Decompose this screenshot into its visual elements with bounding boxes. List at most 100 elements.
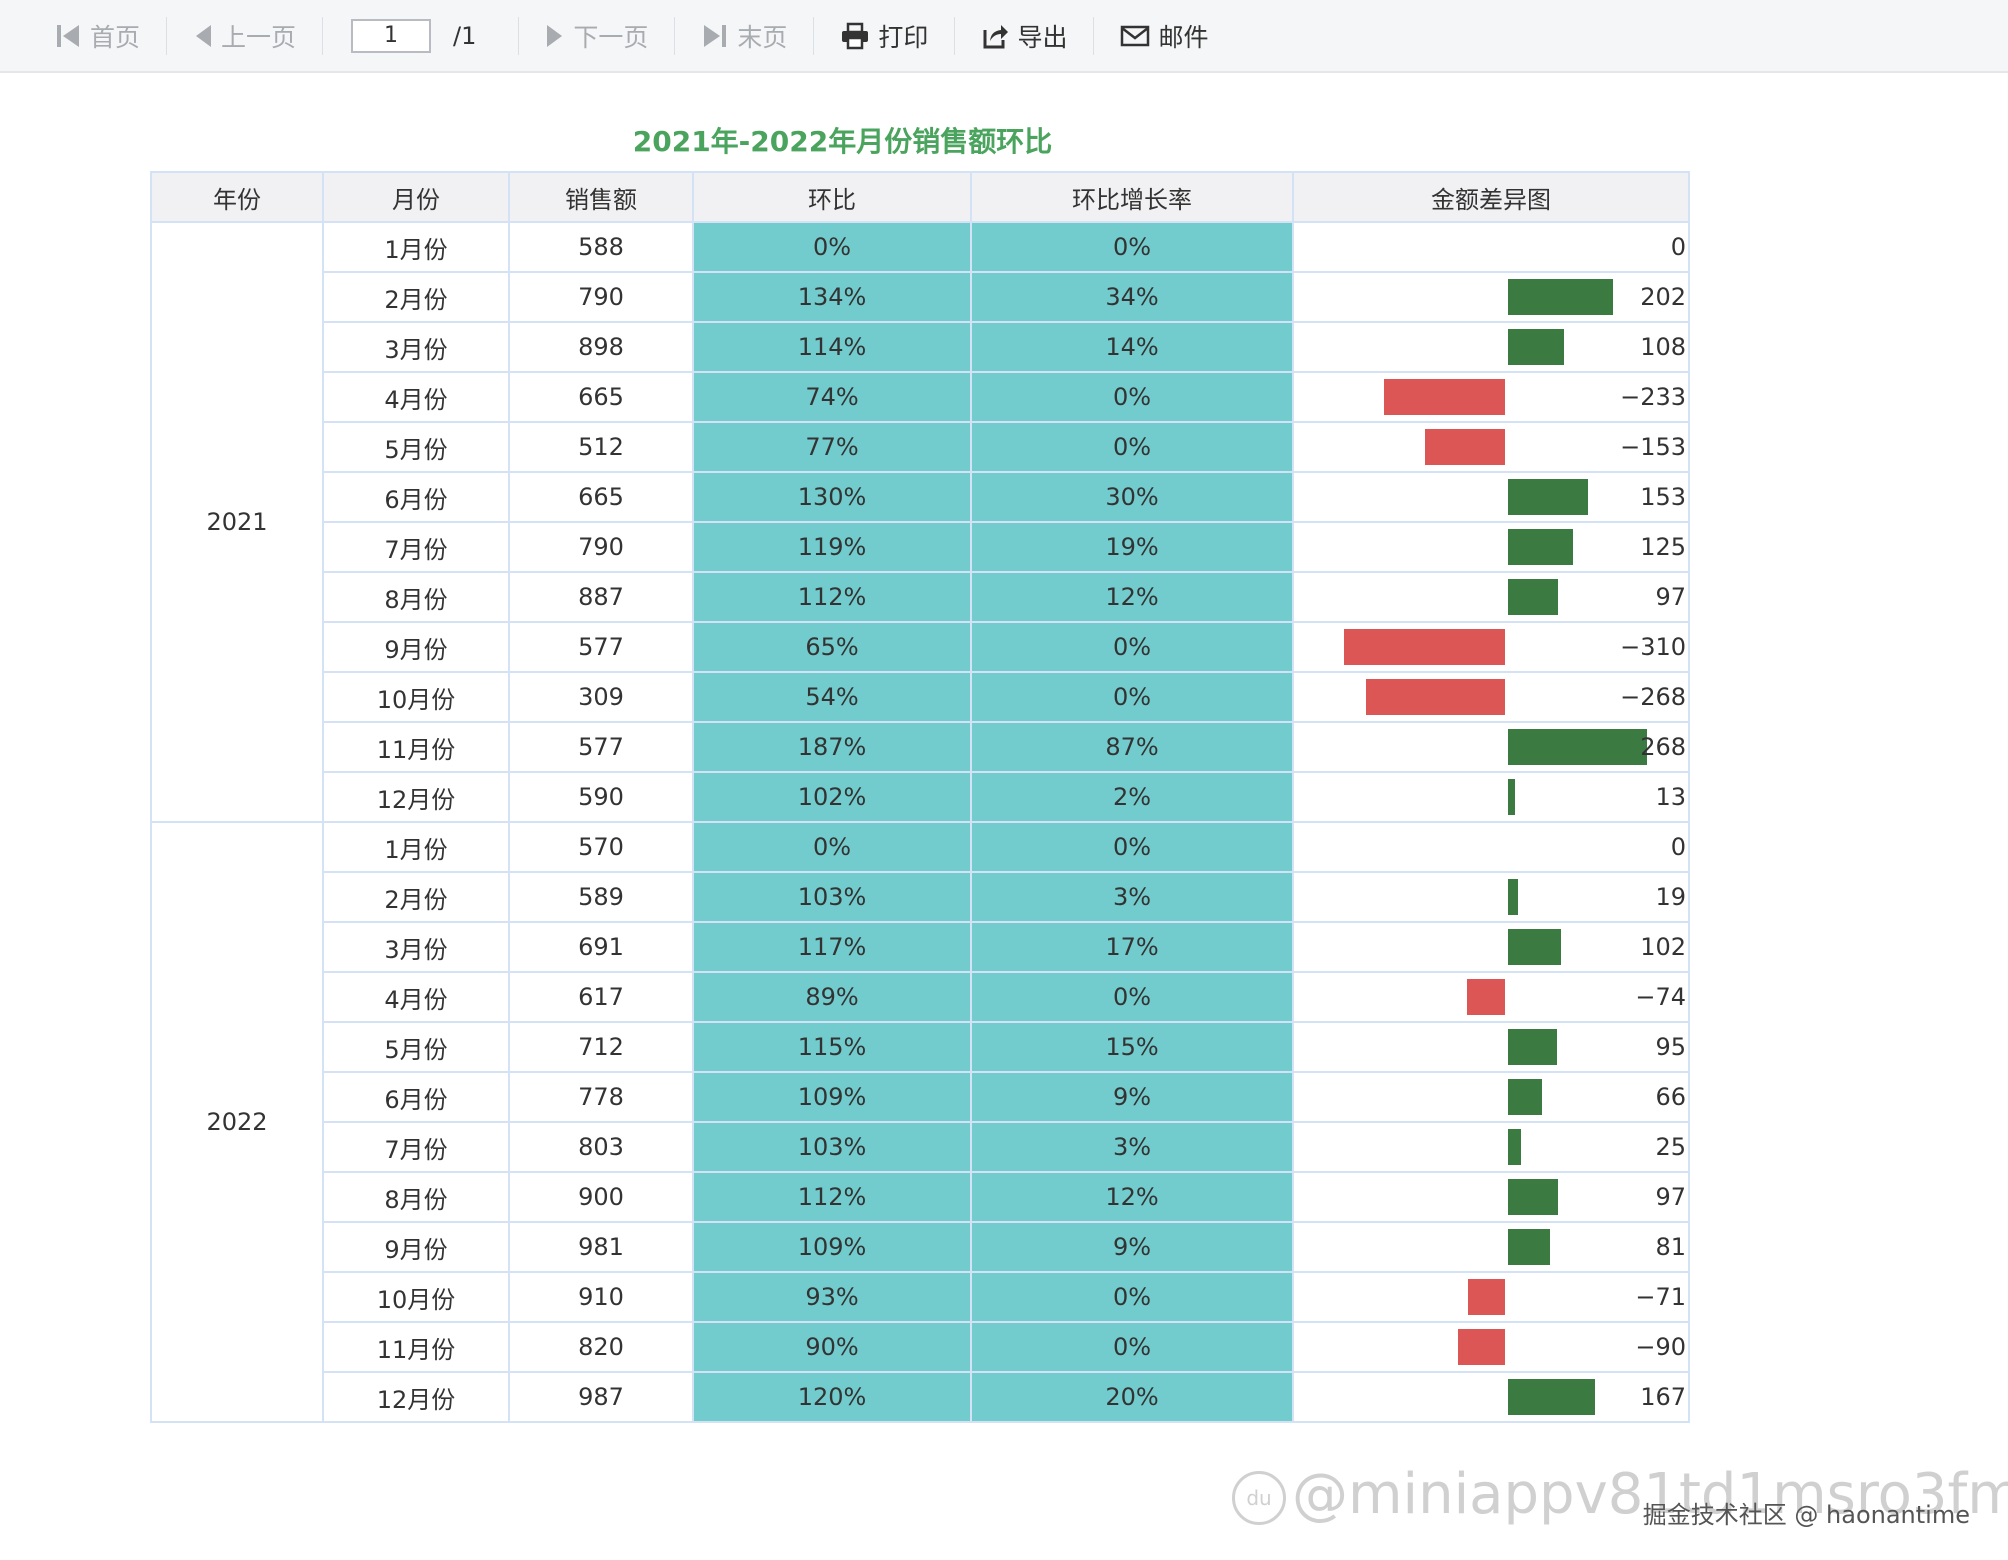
- diff-bar-negative: [1425, 429, 1505, 465]
- diff-chart-cell: −310: [1292, 621, 1690, 673]
- month-cell: 11月份: [322, 721, 510, 773]
- ratio-cell: 102%: [692, 771, 972, 823]
- growth-cell: 15%: [970, 1021, 1294, 1073]
- growth-cell: 87%: [970, 721, 1294, 773]
- diff-value: 202: [1640, 283, 1686, 311]
- month-cell: 6月份: [322, 471, 510, 523]
- sales-cell: 665: [508, 471, 694, 523]
- ratio-cell: 109%: [692, 1071, 972, 1123]
- diff-bar-positive: [1508, 529, 1573, 565]
- diff-value: 0: [1670, 233, 1686, 261]
- month-cell: 3月份: [322, 321, 510, 373]
- page-number-input[interactable]: [351, 18, 432, 53]
- ratio-cell: 120%: [692, 1371, 972, 1423]
- table-row: 7月份 803 103% 3% 25: [151, 1121, 1690, 1173]
- ratio-cell: 93%: [692, 1271, 972, 1323]
- month-cell: 12月份: [322, 771, 510, 823]
- growth-cell: 9%: [970, 1071, 1294, 1123]
- ratio-cell: 187%: [692, 721, 972, 773]
- month-cell: 9月份: [322, 1221, 510, 1273]
- sales-cell: 570: [508, 821, 694, 873]
- ratio-cell: 117%: [692, 921, 972, 973]
- sales-table: 年份 月份 销售额 环比 环比增长率 金额差异图 2021 1月份 588 0% 0% 0…: [150, 171, 1690, 1423]
- print-label: 打印: [878, 22, 929, 52]
- sales-cell: 577: [508, 721, 694, 773]
- next-page-button[interactable]: 下一页: [531, 0, 662, 72]
- prev-page-button[interactable]: 上一页: [179, 0, 310, 72]
- diff-chart-cell: −153: [1292, 421, 1690, 473]
- table-row: 9月份 981 109% 9% 81: [151, 1221, 1690, 1273]
- diff-chart-cell: 13: [1292, 771, 1690, 823]
- month-cell: 5月份: [322, 421, 510, 473]
- month-cell: 7月份: [322, 1121, 510, 1173]
- watermark: du @miniappv81td1msro3fm: [1232, 1462, 2008, 1527]
- growth-cell: 30%: [970, 471, 1294, 523]
- diff-chart-cell: 97: [1292, 571, 1690, 623]
- header-sales: 销售额: [508, 171, 694, 223]
- toolbar-divider: [322, 16, 324, 55]
- header-year: 年份: [150, 171, 324, 223]
- month-cell: 7月份: [322, 521, 510, 573]
- growth-cell: 20%: [970, 1371, 1294, 1423]
- toolbar-divider: [518, 16, 520, 55]
- sales-cell: 898: [508, 321, 694, 373]
- header-diff-chart: 金额差异图: [1292, 171, 1690, 223]
- ratio-cell: 90%: [692, 1321, 972, 1373]
- sales-cell: 987: [508, 1371, 694, 1423]
- diff-chart-cell: 167: [1292, 1371, 1690, 1423]
- diff-value: −74: [1635, 983, 1686, 1011]
- table-row: 6月份 665 130% 30% 153: [151, 471, 1690, 523]
- ratio-cell: 103%: [692, 1121, 972, 1173]
- last-page-icon: [701, 22, 729, 50]
- month-cell: 5月份: [322, 1021, 510, 1073]
- export-label: 导出: [1017, 22, 1068, 52]
- print-button[interactable]: 打印: [826, 0, 942, 72]
- diff-chart-cell: 0: [1292, 221, 1690, 273]
- diff-chart-cell: 97: [1292, 1171, 1690, 1223]
- page-total: /1: [453, 21, 477, 50]
- diff-bar-positive: [1508, 1129, 1521, 1165]
- diff-value: 167: [1640, 1383, 1686, 1411]
- diff-value: 153: [1640, 483, 1686, 511]
- first-page-button[interactable]: 首页: [40, 0, 154, 72]
- diff-chart-cell: −268: [1292, 671, 1690, 723]
- last-page-label: 末页: [737, 22, 788, 52]
- table-row: 10月份 309 54% 0% −268: [151, 671, 1690, 723]
- table-row: 11月份 820 90% 0% −90: [151, 1321, 1690, 1373]
- diff-value: 19: [1655, 883, 1686, 911]
- diff-value: 13: [1655, 783, 1686, 811]
- report-toolbar: 首页 上一页 /1 下一页 末页 打印 导出: [0, 0, 2008, 73]
- ratio-cell: 0%: [692, 821, 972, 873]
- growth-cell: 3%: [970, 871, 1294, 923]
- diff-chart-cell: 268: [1292, 721, 1690, 773]
- diff-chart-cell: 25: [1292, 1121, 1690, 1173]
- ratio-cell: 74%: [692, 371, 972, 423]
- ratio-cell: 112%: [692, 571, 972, 623]
- table-row: 2月份 790 134% 34% 202: [151, 271, 1690, 323]
- month-cell: 12月份: [322, 1371, 510, 1423]
- diff-bar-positive: [1508, 329, 1565, 365]
- prev-page-icon: [193, 22, 213, 50]
- toolbar-divider: [674, 16, 676, 55]
- diff-value: −310: [1620, 633, 1686, 661]
- mail-button[interactable]: 邮件: [1106, 0, 1222, 72]
- diff-bar-positive: [1508, 879, 1518, 915]
- diff-bar-negative: [1383, 379, 1505, 415]
- diff-bar-positive: [1508, 929, 1562, 965]
- table-row: 3月份 691 117% 17% 102: [151, 921, 1690, 973]
- diff-value: 97: [1655, 583, 1686, 611]
- ratio-cell: 115%: [692, 1021, 972, 1073]
- last-page-button[interactable]: 末页: [687, 0, 801, 72]
- year-cell: 2021: [150, 221, 324, 823]
- month-cell: 2月份: [322, 271, 510, 323]
- export-button[interactable]: 导出: [967, 0, 1081, 72]
- sales-cell: 790: [508, 521, 694, 573]
- table-row: 12月份 590 102% 2% 13: [151, 771, 1690, 823]
- diff-value: 268: [1640, 733, 1686, 761]
- diff-bar-positive: [1508, 779, 1515, 815]
- diff-chart-cell: 19: [1292, 871, 1690, 923]
- toolbar-divider: [1093, 16, 1095, 55]
- ratio-cell: 103%: [692, 871, 972, 923]
- toolbar-divider: [954, 16, 956, 55]
- diff-bar-negative: [1365, 679, 1505, 715]
